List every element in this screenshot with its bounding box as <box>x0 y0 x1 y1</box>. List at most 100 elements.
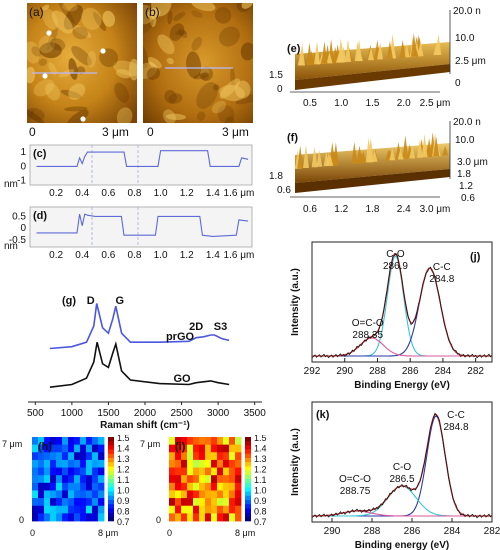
heatmap-cell <box>217 475 224 484</box>
heatmap-cell <box>229 482 236 491</box>
heatmap-cell <box>199 513 206 522</box>
afm-peak <box>358 152 365 163</box>
heatmap-cell <box>229 475 236 484</box>
xps-x-tick: 286 <box>404 526 421 537</box>
afm-flake <box>151 3 172 17</box>
panel-i-y-top: 7 μm <box>140 439 161 449</box>
heatmap-cell <box>187 482 194 491</box>
colorbar-step <box>108 453 114 459</box>
heatmap-cell <box>86 437 93 446</box>
xps-j-value-co: 286.9 <box>383 261 408 272</box>
heatmap-h: 1.51.41.31.21.11.00.90.80.7 (h) <box>32 435 130 527</box>
heatmap-cell <box>193 475 200 484</box>
colorbar-step <box>108 491 114 497</box>
panel-i-y-zero: 0 <box>156 515 162 525</box>
afm-image-b <box>143 3 253 123</box>
panel-e-x-tick: 1.5 <box>366 98 380 109</box>
afm-flake <box>164 90 177 104</box>
profile-x-tick: 0.4 <box>75 188 89 198</box>
afm-flake <box>114 82 130 103</box>
colorbar-step <box>108 516 114 522</box>
panel-e-tag: (e) <box>287 43 301 55</box>
afm-peak <box>412 47 419 57</box>
afm-flake <box>157 34 175 55</box>
afm-flake <box>102 10 116 27</box>
afm-flake <box>115 69 132 79</box>
heatmap-cell <box>223 459 230 468</box>
heatmap-cell <box>86 444 93 453</box>
heatmap-cell <box>175 513 182 522</box>
height-profile-c: 1 0 -1 0.2 0.4 0.6 0.8 1.0 1.2 1.4 1.6 μm (c) nm <box>4 144 254 198</box>
heatmap-cell <box>56 467 63 476</box>
raman-x-tick: 500 <box>27 408 44 419</box>
heatmap-cell <box>175 452 182 461</box>
xps-raw <box>311 253 493 359</box>
afm-flake <box>68 83 86 100</box>
afm-peak <box>397 148 404 160</box>
xps-j-y-label: Intensity (a.u.) <box>290 268 301 336</box>
heatmap-cell <box>92 482 99 491</box>
heatmap-cell <box>169 444 176 453</box>
afm-peak <box>367 47 374 61</box>
heatmap-cell <box>223 513 230 522</box>
panel-f-z-low: 3.0 μm <box>457 157 488 168</box>
heatmap-cell <box>68 437 75 446</box>
heatmap-cell <box>223 505 230 514</box>
heatmap-cell <box>193 490 200 499</box>
heatmap-cell <box>56 444 63 453</box>
colorbar-step <box>108 508 114 513</box>
heatmap-cell <box>38 513 45 522</box>
colorbar-step <box>108 445 114 450</box>
panel-d-tag: (d) <box>33 210 47 222</box>
panel-h-x-zero: 0 <box>30 528 36 538</box>
heatmap-cell <box>68 513 75 522</box>
heatmap-cell <box>199 444 206 453</box>
heatmap-cell <box>223 475 230 484</box>
heatmap-cell <box>56 498 63 507</box>
heatmap-cell <box>205 475 212 484</box>
afm-peak <box>311 146 318 168</box>
heatmap-cell <box>80 490 87 499</box>
heatmap-cell <box>74 459 81 468</box>
profile-line <box>36 213 249 237</box>
heatmap-cell <box>223 490 230 499</box>
heatmap-cell <box>98 459 105 468</box>
heatmap-cell <box>92 498 99 507</box>
xps-x-tick: 282 <box>467 366 484 377</box>
colorbar-step <box>245 487 251 492</box>
panel-f-right-tick-1: 1.2 <box>459 181 473 192</box>
panel-e-z-low: 2.5 μm <box>455 56 486 67</box>
heatmap-cell <box>181 498 188 507</box>
heatmap-cell <box>62 490 69 499</box>
xps-x-tick: 282 <box>484 526 500 537</box>
afm-peak <box>416 139 423 158</box>
colorbar-step <box>245 462 251 467</box>
afm-flake <box>27 41 40 64</box>
afm-flake <box>166 57 174 65</box>
panel-a-scale-length: 3 μm <box>102 125 129 139</box>
colorbar-tick: 1.0 <box>254 486 267 496</box>
afm-flake <box>38 58 48 67</box>
heatmap-cell <box>86 513 93 522</box>
heatmap-cell <box>205 452 212 461</box>
heatmap-cell <box>187 467 194 476</box>
afm-flake <box>178 28 188 39</box>
heatmap-cell <box>38 444 45 453</box>
heatmap-cell <box>80 498 87 507</box>
afm-peak <box>335 52 342 63</box>
afm-flake <box>143 62 158 79</box>
heatmap-cell <box>50 513 57 522</box>
afm-peak <box>377 42 384 60</box>
colorbar-tick: 1.3 <box>254 454 267 464</box>
heatmap-cell <box>211 490 218 499</box>
heatmap-cell <box>187 475 194 484</box>
afm-flake <box>241 3 253 9</box>
heatmap-cell <box>56 482 63 491</box>
heatmap-cell <box>50 505 57 514</box>
colorbar-step <box>245 449 251 455</box>
heatmap-cell <box>62 513 69 522</box>
afm-image-a <box>27 3 137 123</box>
panel-c-unit: nm <box>4 179 18 190</box>
afm-peak <box>435 34 442 55</box>
heatmap-cell <box>211 459 218 468</box>
